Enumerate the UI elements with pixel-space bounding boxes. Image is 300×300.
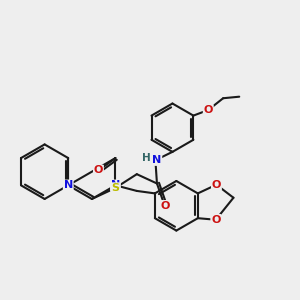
Text: N: N bbox=[152, 155, 162, 165]
Text: O: O bbox=[212, 180, 221, 190]
Text: O: O bbox=[160, 201, 169, 211]
Text: N: N bbox=[111, 180, 120, 190]
Text: H: H bbox=[142, 153, 151, 163]
Text: O: O bbox=[204, 105, 213, 115]
Text: N: N bbox=[64, 180, 73, 190]
Text: S: S bbox=[111, 183, 119, 193]
Text: O: O bbox=[94, 166, 103, 176]
Text: O: O bbox=[211, 215, 220, 225]
